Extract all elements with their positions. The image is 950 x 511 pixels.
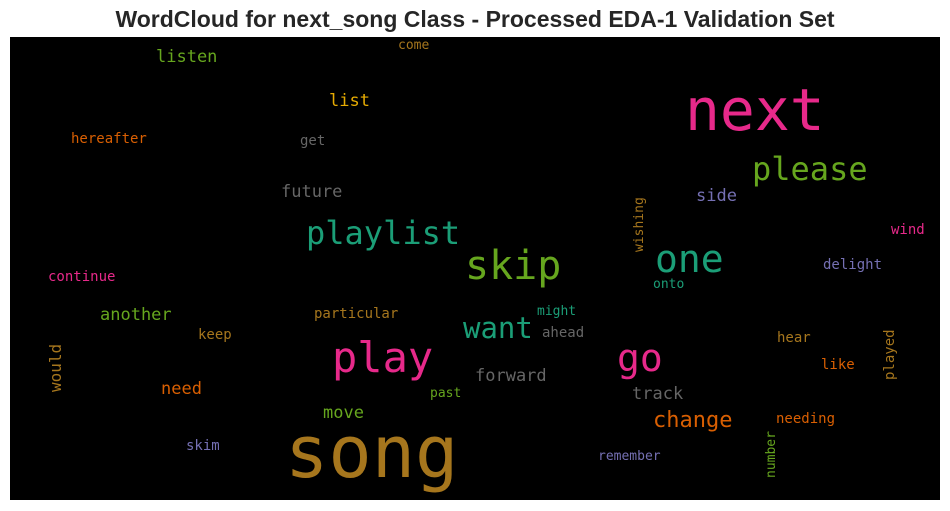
word-hear: hear (777, 330, 811, 346)
word-like: like (821, 357, 855, 373)
word-playlist: playlist (306, 214, 461, 252)
word-skip: skip (465, 243, 562, 289)
word-particular: particular (314, 306, 399, 322)
word-ahead: ahead (542, 325, 585, 341)
word-need: need (161, 379, 202, 399)
wordcloud-canvas: song next skip play one playlist please go want c… (10, 37, 940, 500)
word-number: number (764, 431, 779, 478)
word-hereafter: hereafter (71, 131, 147, 147)
word-listen: listen (156, 47, 218, 67)
word-song: song (285, 410, 459, 494)
word-would: would (46, 343, 65, 392)
word-needing: needing (776, 411, 836, 427)
word-want: want (463, 311, 533, 345)
word-change: change (653, 408, 733, 433)
word-move: move (323, 403, 364, 423)
word-future: future (281, 182, 343, 202)
word-list: list (329, 91, 370, 111)
word-past: past (430, 386, 462, 401)
word-keep: keep (198, 327, 232, 343)
chart-title: WordCloud for next_song Class - Processe… (115, 6, 835, 32)
word-please: please (752, 150, 868, 188)
word-one: one (655, 237, 724, 281)
word-might: might (537, 304, 577, 319)
word-another: another (100, 305, 172, 325)
word-continue: continue (48, 269, 116, 285)
word-come: come (398, 38, 430, 53)
word-side: side (696, 186, 737, 206)
word-play: play (332, 333, 434, 382)
word-go: go (617, 336, 663, 380)
word-next: next (685, 76, 825, 144)
word-delight: delight (823, 257, 883, 273)
word-onto: onto (653, 277, 685, 292)
word-remember: remember (598, 449, 661, 464)
word-played: played (882, 329, 898, 380)
word-get: get (300, 133, 326, 149)
word-forward: forward (475, 366, 547, 386)
word-wind: wind (891, 222, 925, 238)
word-track: track (632, 384, 684, 404)
word-skim: skim (186, 438, 220, 454)
word-wishing: wishing (632, 197, 647, 252)
